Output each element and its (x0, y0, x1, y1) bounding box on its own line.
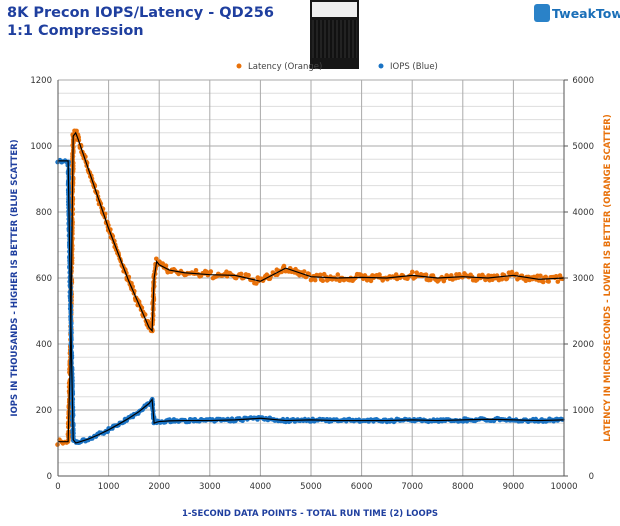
latency-point (538, 273, 543, 279)
latency-point (540, 279, 546, 285)
latency-point (246, 272, 251, 278)
latency-point (193, 268, 199, 273)
x-tick-label: 7000 (401, 482, 423, 492)
y2-axis-label: LATENCY IN MICROSECONDS - LOWER IS BETTE… (603, 114, 613, 442)
y2-tick-label: 4000 (572, 208, 594, 218)
legend-latency: Latency (Orange) (248, 62, 322, 72)
y-tick-label: 1000 (30, 142, 52, 152)
y-tick-label: 1200 (30, 76, 52, 86)
legend-latency-marker (236, 63, 242, 69)
latency-point (368, 278, 374, 284)
latency-point (320, 278, 326, 284)
latency-point (264, 272, 270, 278)
logo-text: TweakTown (552, 5, 620, 21)
latency-point (301, 269, 307, 274)
x-tick-label: 9000 (503, 482, 525, 492)
latency-point (504, 276, 510, 281)
legend-iops-marker (378, 63, 384, 69)
latency-point (335, 272, 341, 277)
y-axis-label: IOPS IN THOUSANDS - HIGHER IS BETTER (BL… (10, 139, 20, 416)
logo-icon (534, 4, 550, 22)
latency-point (514, 271, 519, 277)
x-tick-label: 6000 (351, 482, 373, 492)
legend-iops: IOPS (Blue) (390, 62, 438, 72)
latency-point (410, 269, 415, 275)
y2-tick-label: 3000 (572, 274, 594, 284)
y-tick-label: 600 (36, 274, 52, 284)
latency-point (163, 263, 169, 269)
x-tick-label: 0 (55, 482, 60, 492)
latency-point (555, 279, 561, 284)
y2-tick-label: 0 (589, 472, 594, 482)
y-tick-label: 200 (36, 406, 52, 416)
x-tick-label: 8000 (452, 482, 474, 492)
latency-point (423, 272, 429, 278)
latency-point (238, 271, 244, 277)
x-tick-label: 10000 (550, 482, 577, 492)
latency-point (546, 279, 551, 284)
latency-point (281, 263, 287, 269)
y-tick-label: 0 (47, 472, 52, 482)
x-tick-label: 2000 (148, 482, 170, 492)
latency-point (208, 269, 214, 274)
latency-point (428, 277, 433, 283)
chart-title: 8K Precon IOPS/Latency - QD256 (7, 5, 274, 21)
latency-trend-line (58, 131, 565, 443)
latency-point (160, 261, 165, 266)
chart-subtitle: 1:1 Compression (7, 23, 144, 39)
tweaktown-logo: TweakTown (534, 4, 620, 22)
x-axis-label: 1-SECOND DATA POINTS - TOTAL RUN TIME (2… (182, 509, 438, 519)
x-tick-label: 3000 (199, 482, 221, 492)
x-tick-label: 4000 (250, 482, 272, 492)
latency-point (543, 274, 548, 280)
y-tick-label: 400 (36, 340, 52, 350)
y2-tick-label: 5000 (572, 142, 594, 152)
latency-point (523, 278, 529, 284)
latency-point (318, 272, 323, 278)
x-tick-label: 5000 (300, 482, 322, 492)
latency-point (553, 274, 559, 279)
latency-point (499, 276, 505, 282)
iops-trend-line (58, 160, 565, 444)
latency-point (312, 277, 318, 283)
y-tick-label: 800 (36, 208, 52, 218)
latency-point (358, 272, 364, 278)
y2-tick-label: 1000 (572, 406, 594, 416)
ssd-product-image (310, 0, 359, 69)
y2-tick-label: 2000 (572, 340, 594, 350)
x-tick-label: 1000 (98, 482, 120, 492)
y2-tick-label: 6000 (572, 76, 594, 86)
latency-point (154, 256, 159, 262)
